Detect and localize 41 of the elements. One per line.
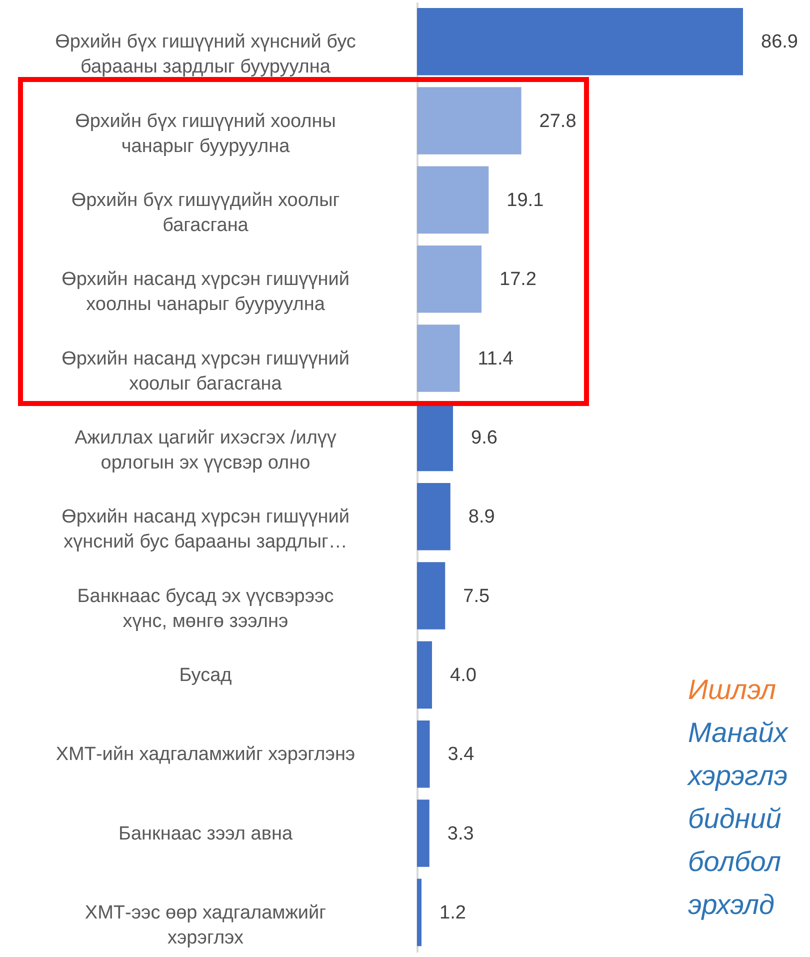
annotation: хэрэглэ (688, 759, 788, 793)
bar (417, 8, 743, 76)
y-tick-label: Банкнаас зээл авна (118, 823, 293, 844)
bar (417, 482, 450, 550)
y-tick-label: Өрхийн насанд хүрсэн гишүүний хоолны чанарыг бууруулна (62, 269, 350, 316)
y-tick-label: Банкнаас бусад эх үүсвэрээс хүнс, мөнгө зээлнэ (77, 586, 334, 632)
bar (417, 245, 482, 313)
data-label: 11.4 (478, 348, 514, 370)
data-label: 19.1 (506, 190, 544, 211)
y-tick-label: Өрхийн насанд хүрсэн гишүүний хүнсний бус барааны зардлыг… (62, 506, 350, 553)
y-tick-label: Өрхийн бүх гишүүдийн хоолыг багасгана (71, 190, 340, 236)
bar (417, 166, 489, 234)
y-tick-label: Өрхийн бүх гишүүний хүнсний бус барааны зардлыг бууруулна (55, 32, 356, 78)
annotation: бидний (688, 802, 782, 836)
annotation: Ишлэл (688, 673, 778, 707)
y-tick-label: ХМТ-ээс өөр хадгаламжийг хэрэглэх (84, 902, 326, 948)
annotation: болбол (688, 845, 782, 879)
data-label: 27.8 (539, 110, 576, 132)
data-label: 8.9 (468, 506, 495, 528)
y-tick-label: Бусад (179, 664, 232, 686)
bar (417, 800, 430, 867)
bar (417, 878, 422, 946)
data-label: 3.4 (448, 744, 475, 766)
data-label: 7.5 (463, 586, 490, 607)
y-tick-label: Ажиллах цагийг ихэсгэх /илүү орлогын эх үүсвэр олно (74, 427, 337, 474)
bar (417, 720, 430, 788)
data-label: 4.0 (450, 664, 476, 686)
bar (417, 562, 446, 630)
data-label: 86.9 (761, 32, 798, 53)
data-label: 3.3 (447, 823, 474, 844)
y-tick-label: Өрхийн насанд хүрсэн гишүүний хоолыг багасгана (62, 348, 350, 394)
y-tick-label: Өрхийн бүх гишүүний хоолны чанарыг бууруулна (75, 110, 336, 157)
data-label: 17.2 (500, 269, 537, 290)
annotation: Манайх (688, 716, 788, 750)
bar (417, 324, 460, 392)
bar (417, 87, 522, 154)
y-tick-label: ХМТ-ийн хадгаламжийг хэрэглэнэ (56, 744, 356, 766)
bar (417, 641, 432, 709)
annotation: эрхэлд (688, 888, 776, 922)
data-label: 1.2 (440, 902, 466, 924)
data-label: 9.6 (471, 427, 498, 448)
